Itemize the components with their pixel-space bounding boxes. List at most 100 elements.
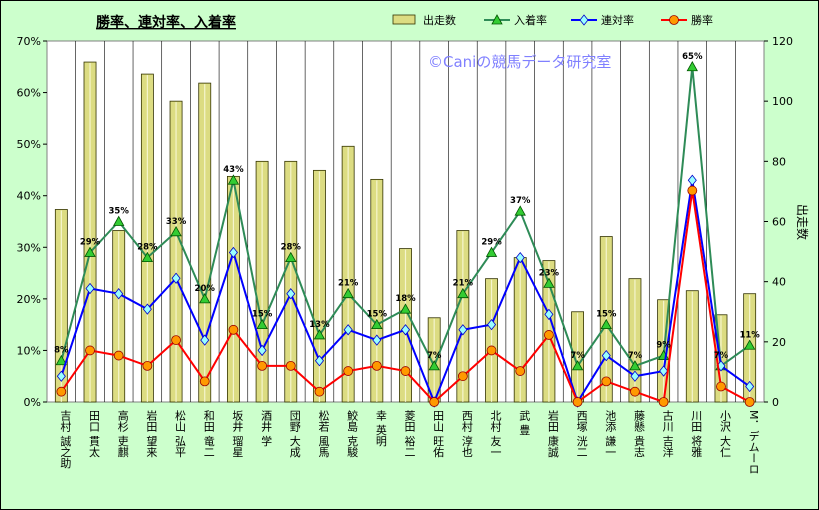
category-label: 武 豊	[518, 410, 531, 436]
point-diamond	[601, 349, 611, 362]
y-axis-label-right: 出走数	[795, 204, 810, 240]
legend: 出走数 入着率 連対率 勝率	[392, 13, 713, 27]
data-label: 43%	[223, 165, 244, 175]
point-triangle	[371, 318, 383, 330]
point-circle	[572, 397, 583, 407]
category-label: 菱田 裕二	[403, 410, 416, 458]
point-circle	[429, 397, 440, 407]
point-circle	[716, 381, 726, 392]
point-diamond	[630, 370, 640, 382]
category-label: 西村 淳也	[460, 410, 473, 458]
data-label: 21%	[338, 279, 359, 289]
data-label: 37%	[510, 196, 531, 206]
legend-label: 入着率	[514, 13, 547, 27]
bar-series	[54, 61, 757, 403]
point-diamond	[142, 303, 152, 315]
point-triangle	[256, 318, 268, 330]
point-circle	[601, 376, 612, 387]
grid-lines	[75, 41, 736, 402]
x-axis: 吉村 誠之助 田口 貫太 高杉 吏麒 岩田 望来 松山 弘平 和田 竜二 坂井 瑠星 酒井 学…	[59, 409, 760, 475]
data-label: 29%	[481, 237, 502, 247]
data-label: 9%	[656, 341, 671, 351]
point-circle	[515, 366, 526, 376]
right-tick-label: 120	[772, 35, 793, 48]
data-label: 7%	[570, 351, 585, 361]
point-triangle	[485, 246, 498, 257]
right-tick-label: 0	[772, 396, 779, 409]
point-triangle	[543, 277, 555, 288]
data-label: 13%	[309, 320, 330, 330]
category-label: 田口 貫太	[88, 410, 101, 458]
point-circle	[199, 376, 210, 387]
point-diamond	[228, 246, 238, 259]
point-circle	[744, 397, 755, 407]
category-label: 和田 竜二	[202, 410, 215, 458]
left-tick-label: 60%	[17, 87, 41, 100]
data-label: 18%	[395, 294, 416, 304]
point-triangle	[227, 174, 240, 185]
category-label: 団野 大成	[288, 410, 301, 458]
point-triangle	[399, 303, 412, 314]
point-diamond	[286, 288, 296, 300]
category-label: 松若 風馬	[317, 409, 330, 458]
data-label: 11%	[739, 330, 760, 340]
point-circle	[486, 345, 497, 356]
legend-label: 出走数	[423, 13, 456, 27]
data-label: 15%	[596, 310, 617, 320]
data-label: 65%	[682, 52, 703, 62]
right-tick-label: 100	[772, 95, 793, 108]
left-tick-label: 0%	[24, 396, 41, 409]
category-label: 藤懸 貴志	[632, 410, 645, 458]
chart-title: 勝率、連対率、入着率	[96, 14, 236, 31]
point-circle	[85, 345, 95, 356]
point-diamond	[659, 365, 669, 377]
category-label: 池添 謙一	[604, 410, 617, 458]
point-diamond	[200, 334, 210, 346]
data-label: 23%	[539, 268, 560, 278]
point-triangle	[514, 205, 526, 216]
point-diamond	[515, 251, 525, 264]
point-circle	[687, 185, 698, 196]
point-diamond	[343, 324, 353, 336]
right-axis: 0 20 40 60 80 100 120	[764, 35, 793, 409]
point-circle	[228, 324, 239, 335]
point-circle	[630, 386, 640, 397]
left-tick-label: 10%	[17, 344, 41, 357]
data-label: 28%	[137, 243, 158, 253]
point-triangle	[113, 215, 125, 226]
point-circle	[314, 386, 325, 397]
point-diamond	[544, 308, 554, 320]
point-diamond	[372, 334, 382, 346]
legend-swatch-bar	[392, 14, 416, 25]
legend-label: 連対率	[601, 13, 634, 27]
point-triangle	[428, 360, 440, 371]
point-triangle	[571, 360, 584, 371]
right-tick-label: 80	[772, 155, 786, 168]
point-diamond	[314, 355, 324, 367]
data-label: 7%	[714, 351, 729, 361]
point-triangle	[686, 60, 698, 72]
point-triangle	[313, 329, 326, 340]
left-tick-label: 70%	[17, 35, 41, 48]
point-diamond	[56, 370, 66, 382]
category-label: M．デムーロ	[747, 410, 760, 475]
data-label: 29%	[80, 237, 101, 247]
watermark: ©Caniの競馬データ研究室	[428, 53, 611, 71]
left-tick-label: 20%	[17, 293, 41, 306]
data-label: 20%	[195, 284, 216, 294]
point-circle	[56, 386, 67, 397]
left-axis: 0% 10% 20% 30% 40% 50% 60% 70%	[17, 35, 47, 409]
point-diamond	[458, 324, 468, 336]
point-diamond	[171, 272, 181, 284]
category-label: 坂井 瑠星	[231, 410, 244, 458]
left-tick-label: 50%	[17, 138, 41, 151]
point-triangle	[55, 354, 68, 366]
point-diamond	[400, 324, 411, 336]
data-label: 35%	[109, 207, 130, 217]
right-tick-label: 60	[772, 216, 786, 229]
point-circle	[285, 360, 296, 371]
point-triangle	[629, 360, 641, 371]
category-label: 岩田 望来	[145, 409, 158, 458]
point-triangle	[600, 318, 612, 330]
